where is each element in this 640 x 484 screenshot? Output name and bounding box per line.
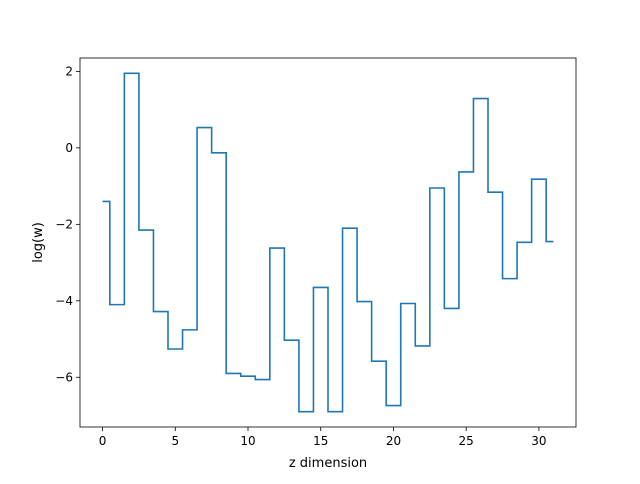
y-tick-label: 2 <box>65 64 73 78</box>
axes-frame <box>79 57 577 428</box>
y-axis-ticks: −6 −4 −2 0 2 <box>55 64 80 384</box>
y-tick-label: −2 <box>55 217 73 231</box>
x-tick-label: 20 <box>386 434 401 448</box>
x-axis-label: z dimension <box>289 456 367 471</box>
y-tick-label: −6 <box>55 370 73 384</box>
x-tick-label: 15 <box>313 434 328 448</box>
x-tick-label: 30 <box>531 434 546 448</box>
plot-area <box>102 72 554 413</box>
x-tick-label: 0 <box>99 434 107 448</box>
x-tick-label: 5 <box>171 434 179 448</box>
x-tick-label: 25 <box>459 434 474 448</box>
y-tick-label: 0 <box>65 141 73 155</box>
x-tick-label: 10 <box>240 434 255 448</box>
series-step-line <box>102 72 554 413</box>
y-tick-label: −4 <box>55 294 73 308</box>
y-axis-label: log(w) <box>31 222 46 263</box>
x-axis-ticks: 0 5 10 15 20 25 30 <box>99 427 547 448</box>
